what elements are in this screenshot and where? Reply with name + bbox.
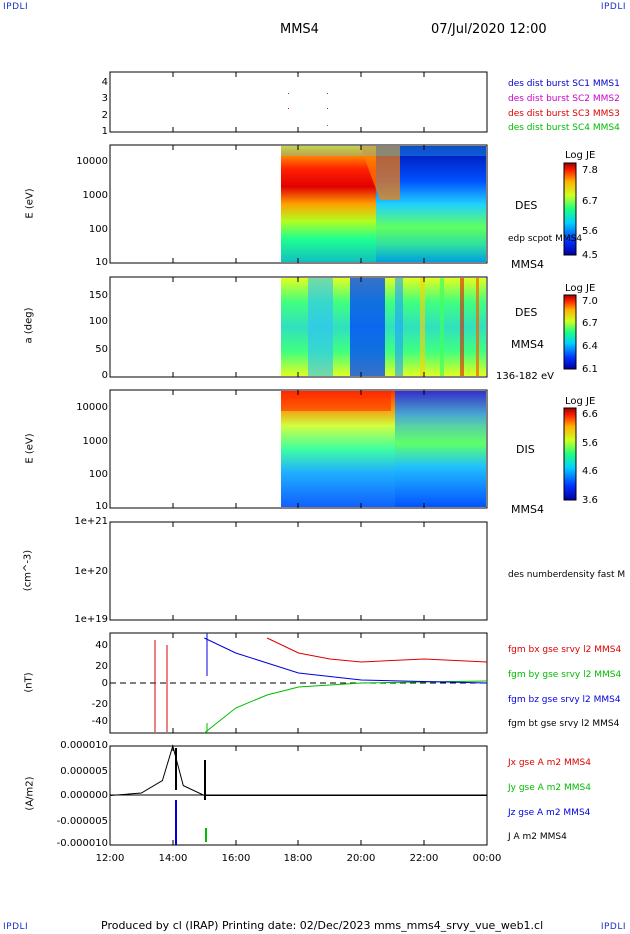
- panel-2-label-scpot: edp scpot MMS4: [508, 234, 583, 244]
- panel-5-frame: [109, 521, 488, 621]
- series-line: [204, 637, 488, 684]
- colorbar-panel-2: [563, 162, 577, 256]
- panel4-ytick: 10000: [76, 402, 108, 413]
- colorbar-4-title: Log JE: [565, 396, 596, 407]
- panel2-cbtick: 6.7: [582, 196, 598, 207]
- panel4-cbtick: 4.6: [582, 466, 598, 477]
- series-line: [109, 744, 487, 796]
- legend-jx: Jx gse A m2 MMS4: [508, 758, 591, 768]
- legend-jy: Jy gse A m2 MMS4: [508, 783, 591, 793]
- xtick-label: 16:00: [221, 853, 251, 864]
- xtick-label: 14:00: [158, 853, 188, 864]
- panel-3-label-energy: 136-182 eV: [496, 371, 554, 382]
- panel2-ytick: 10: [95, 257, 108, 268]
- panel1-ytick: 2: [101, 110, 108, 121]
- panel6-ytick: -20: [91, 699, 108, 710]
- legend-jz: Jz gse A m2 MMS4: [508, 808, 591, 818]
- panel4-cbtick: 3.6: [582, 495, 598, 506]
- panel1-ytick: 4: [101, 77, 108, 88]
- colorbar-panel-3: [563, 294, 577, 370]
- legend-mms1: des dist burst SC1 MMS1: [508, 79, 620, 89]
- panel5-ytick: 1e+19: [74, 614, 108, 625]
- panel-5-label: des numberdensity fast M: [508, 570, 626, 580]
- ylabel-panel-3: a (deg): [23, 307, 35, 344]
- corner-label-top-left: IPDLI: [3, 2, 29, 12]
- panel1-ytick: 1: [101, 126, 108, 137]
- panel2-cbtick: 4.5: [582, 250, 598, 261]
- panel4-cbtick: 6.6: [582, 409, 598, 420]
- datetime-title: 07/Jul/2020 12:00: [431, 22, 547, 37]
- panel-3-label-mms4: MMS4: [511, 338, 544, 351]
- panel-1-frame: [109, 71, 488, 133]
- corner-label-top-right: IPDLI: [600, 2, 626, 12]
- panel-2-label-mms4: MMS4: [511, 258, 544, 271]
- panel3-ytick: 0: [101, 370, 108, 381]
- panel7-ytick: 0.000005: [60, 766, 108, 777]
- legend-bt: fgm bt gse srvy l2 MMS4: [508, 719, 620, 729]
- legend-bx: fgm bx gse srvy l2 MMS4: [508, 645, 622, 655]
- xtick-label: 22:00: [409, 853, 439, 864]
- legend-mms2: des dist burst SC2 MMS2: [508, 94, 620, 104]
- panel5-ytick: 1e+20: [74, 566, 108, 577]
- corner-label-bottom-left: IPDLI: [3, 922, 29, 932]
- panel5-ytick: 1e+21: [74, 516, 108, 527]
- panel3-cbtick: 7.0: [582, 296, 598, 307]
- colorbar-panel-4: [563, 407, 577, 501]
- panel-4-label-mms4: MMS4: [511, 503, 544, 516]
- colorbar-3-title: Log JE: [565, 283, 596, 294]
- panel7-ytick: 0.000010: [60, 740, 108, 751]
- panel-3-label-des: DES: [515, 306, 538, 319]
- panel2-cbtick: 7.8: [582, 165, 598, 176]
- panel2-cbtick: 5.6: [582, 226, 598, 237]
- des-energy-spectrogram: [281, 146, 486, 262]
- panel2-ytick: 10000: [76, 156, 108, 167]
- legend-bz: fgm bz gse srvy l2 MMS4: [508, 695, 621, 705]
- legend-mms3: des dist burst SC3 MMS3: [508, 109, 620, 119]
- panel6-ytick: 20: [95, 661, 108, 672]
- ylabel-panel-5: (cm^-3): [22, 549, 34, 592]
- panel3-cbtick: 6.1: [582, 364, 598, 375]
- panel3-cbtick: 6.4: [582, 341, 598, 352]
- ylabel-panel-4: E (eV): [24, 433, 36, 464]
- burst-markers: [288, 93, 328, 126]
- panel-4-label-dis: DIS: [516, 443, 535, 456]
- ylabel-panel-6: (nT): [23, 672, 35, 693]
- colorbar-2-title: Log JE: [565, 150, 596, 161]
- spacecraft-title: MMS4: [280, 22, 319, 37]
- panel2-ytick: 1000: [82, 190, 108, 201]
- dis-energy-spectrogram: [281, 391, 486, 507]
- legend-by: fgm by gse srvy l2 MMS4: [508, 670, 622, 680]
- legend-mms4: des dist burst SC4 MMS4: [508, 123, 620, 133]
- panel3-cbtick: 6.7: [582, 318, 598, 329]
- panel3-ytick: 50: [95, 344, 108, 355]
- panel4-ytick: 100: [88, 469, 108, 480]
- panel4-ytick: 1000: [82, 436, 108, 447]
- panel3-ytick: 150: [88, 290, 108, 301]
- panel-2-label-des: DES: [515, 199, 538, 212]
- ylabel-panel-2: E (eV): [24, 188, 36, 219]
- panel1-ytick: 3: [101, 93, 108, 104]
- panel6-ytick: 40: [95, 640, 108, 651]
- panel4-ytick: 10: [95, 501, 108, 512]
- panel2-ytick: 100: [88, 224, 108, 235]
- panel3-ytick: 100: [88, 316, 108, 327]
- des-pitch-angle-spectrogram: [281, 278, 486, 376]
- panel6-ytick: -40: [91, 716, 108, 727]
- xtick-label: 12:00: [95, 853, 125, 864]
- panel7-ytick: -0.000005: [56, 816, 108, 827]
- legend-j: J A m2 MMS4: [508, 832, 567, 842]
- panel7-ytick: -0.000010: [56, 838, 108, 849]
- footer-text: Produced by cl (IRAP) Printing date: 02/…: [101, 919, 544, 932]
- panel7-ytick: 0.000000: [60, 790, 108, 801]
- xtick-label: 18:00: [283, 853, 313, 864]
- xtick-label: 20:00: [346, 853, 376, 864]
- ylabel-panel-7: (A/m2): [24, 776, 36, 811]
- xtick-label: 00:00: [472, 853, 502, 864]
- series-line: [266, 637, 488, 663]
- series-line: [203, 680, 488, 734]
- panel4-cbtick: 5.6: [582, 438, 598, 449]
- panel6-ytick: 0: [101, 678, 108, 689]
- corner-label-bottom-right: IPDLI: [600, 922, 626, 932]
